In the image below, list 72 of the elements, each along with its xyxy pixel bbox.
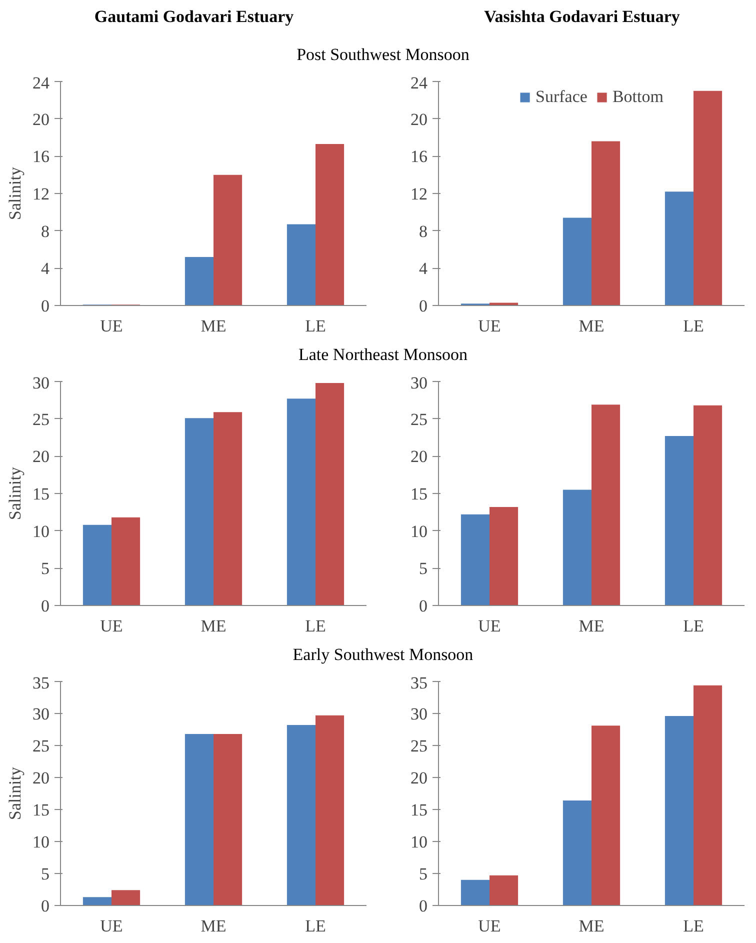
y-tick-label: 0 — [419, 296, 428, 316]
y-tick-label: 0 — [419, 596, 428, 616]
y-tick-label: 20 — [32, 110, 50, 129]
x-tick-label: UE — [478, 916, 501, 936]
x-tick-label: UE — [478, 616, 501, 636]
y-axis-title: Salinity — [6, 766, 24, 820]
y-tick-label: 10 — [32, 832, 50, 852]
y-tick-label: 10 — [32, 522, 50, 541]
x-tick-label: ME — [200, 616, 226, 636]
y-tick-label: 4 — [41, 259, 50, 278]
y-tick-label: 10 — [410, 832, 428, 852]
y-tick-label: 20 — [32, 447, 50, 466]
chart-subtitle: Early Southwest Monsoon — [292, 644, 474, 666]
y-axis-title: Salinity — [6, 466, 24, 520]
x-tick-label: LE — [305, 616, 326, 636]
legend-label: Surface — [536, 87, 588, 107]
y-tick-label: 35 — [410, 674, 428, 692]
y-tick-label: 5 — [41, 864, 50, 884]
y-tick-label: 15 — [32, 800, 50, 820]
y-tick-label: 25 — [410, 410, 428, 429]
y-tick-label: 20 — [410, 768, 428, 788]
y-tick-label: 0 — [419, 896, 428, 916]
y-tick-label: 12 — [32, 184, 50, 204]
y-tick-label: 15 — [410, 484, 428, 504]
y-tick-label: 25 — [32, 736, 50, 756]
x-tick-label: LE — [683, 916, 704, 936]
x-tick-label: LE — [305, 316, 326, 336]
y-tick-label: 0 — [41, 596, 50, 616]
y-tick-label: 16 — [410, 147, 428, 166]
y-axis-title: Salinity — [6, 166, 24, 220]
x-tick-label: UE — [478, 316, 501, 336]
x-tick-label: UE — [100, 616, 123, 636]
y-tick-label: 15 — [32, 484, 50, 504]
y-tick-label: 8 — [419, 222, 428, 241]
y-tick-label: 24 — [410, 74, 428, 92]
y-tick-label: 10 — [410, 522, 428, 541]
y-tick-label: 4 — [419, 259, 428, 278]
y-tick-label: 25 — [410, 736, 428, 756]
x-tick-label: ME — [578, 616, 604, 636]
x-tick-label: LE — [305, 916, 326, 936]
x-tick-label: LE — [683, 616, 704, 636]
y-tick-label: 25 — [32, 410, 50, 429]
y-tick-label: 0 — [41, 296, 50, 316]
y-tick-label: 5 — [419, 864, 428, 884]
x-tick-label: UE — [100, 316, 123, 336]
y-tick-label: 24 — [32, 74, 50, 92]
x-tick-label: UE — [100, 916, 123, 936]
y-tick-label: 16 — [32, 147, 50, 166]
y-tick-label: 30 — [32, 374, 50, 392]
y-tick-label: 5 — [419, 559, 428, 578]
y-tick-label: 20 — [410, 447, 428, 466]
y-tick-label: 5 — [41, 559, 50, 578]
y-tick-label: 0 — [41, 896, 50, 916]
x-tick-label: ME — [200, 916, 226, 936]
x-tick-label: ME — [578, 316, 604, 336]
x-tick-label: ME — [200, 316, 226, 336]
y-tick-label: 30 — [32, 704, 50, 724]
y-tick-label: 30 — [410, 704, 428, 724]
legend-label: Bottom — [612, 87, 664, 107]
y-tick-label: 20 — [32, 768, 50, 788]
chart-title: Gautami Godavari Estuary — [94, 6, 294, 28]
y-tick-label: 30 — [410, 374, 428, 392]
chart-subtitle: Post Southwest Monsoon — [296, 44, 470, 66]
x-tick-label: LE — [683, 316, 704, 336]
chart-title: Vasishta Godavari Estuary — [484, 6, 680, 28]
y-tick-label: 8 — [41, 222, 50, 241]
chart-subtitle: Late Northeast Monsoon — [298, 344, 468, 366]
y-tick-label: 12 — [410, 184, 428, 204]
x-tick-label: ME — [578, 916, 604, 936]
y-tick-label: 15 — [410, 800, 428, 820]
y-tick-label: 20 — [410, 110, 428, 129]
y-tick-label: 35 — [32, 674, 50, 692]
